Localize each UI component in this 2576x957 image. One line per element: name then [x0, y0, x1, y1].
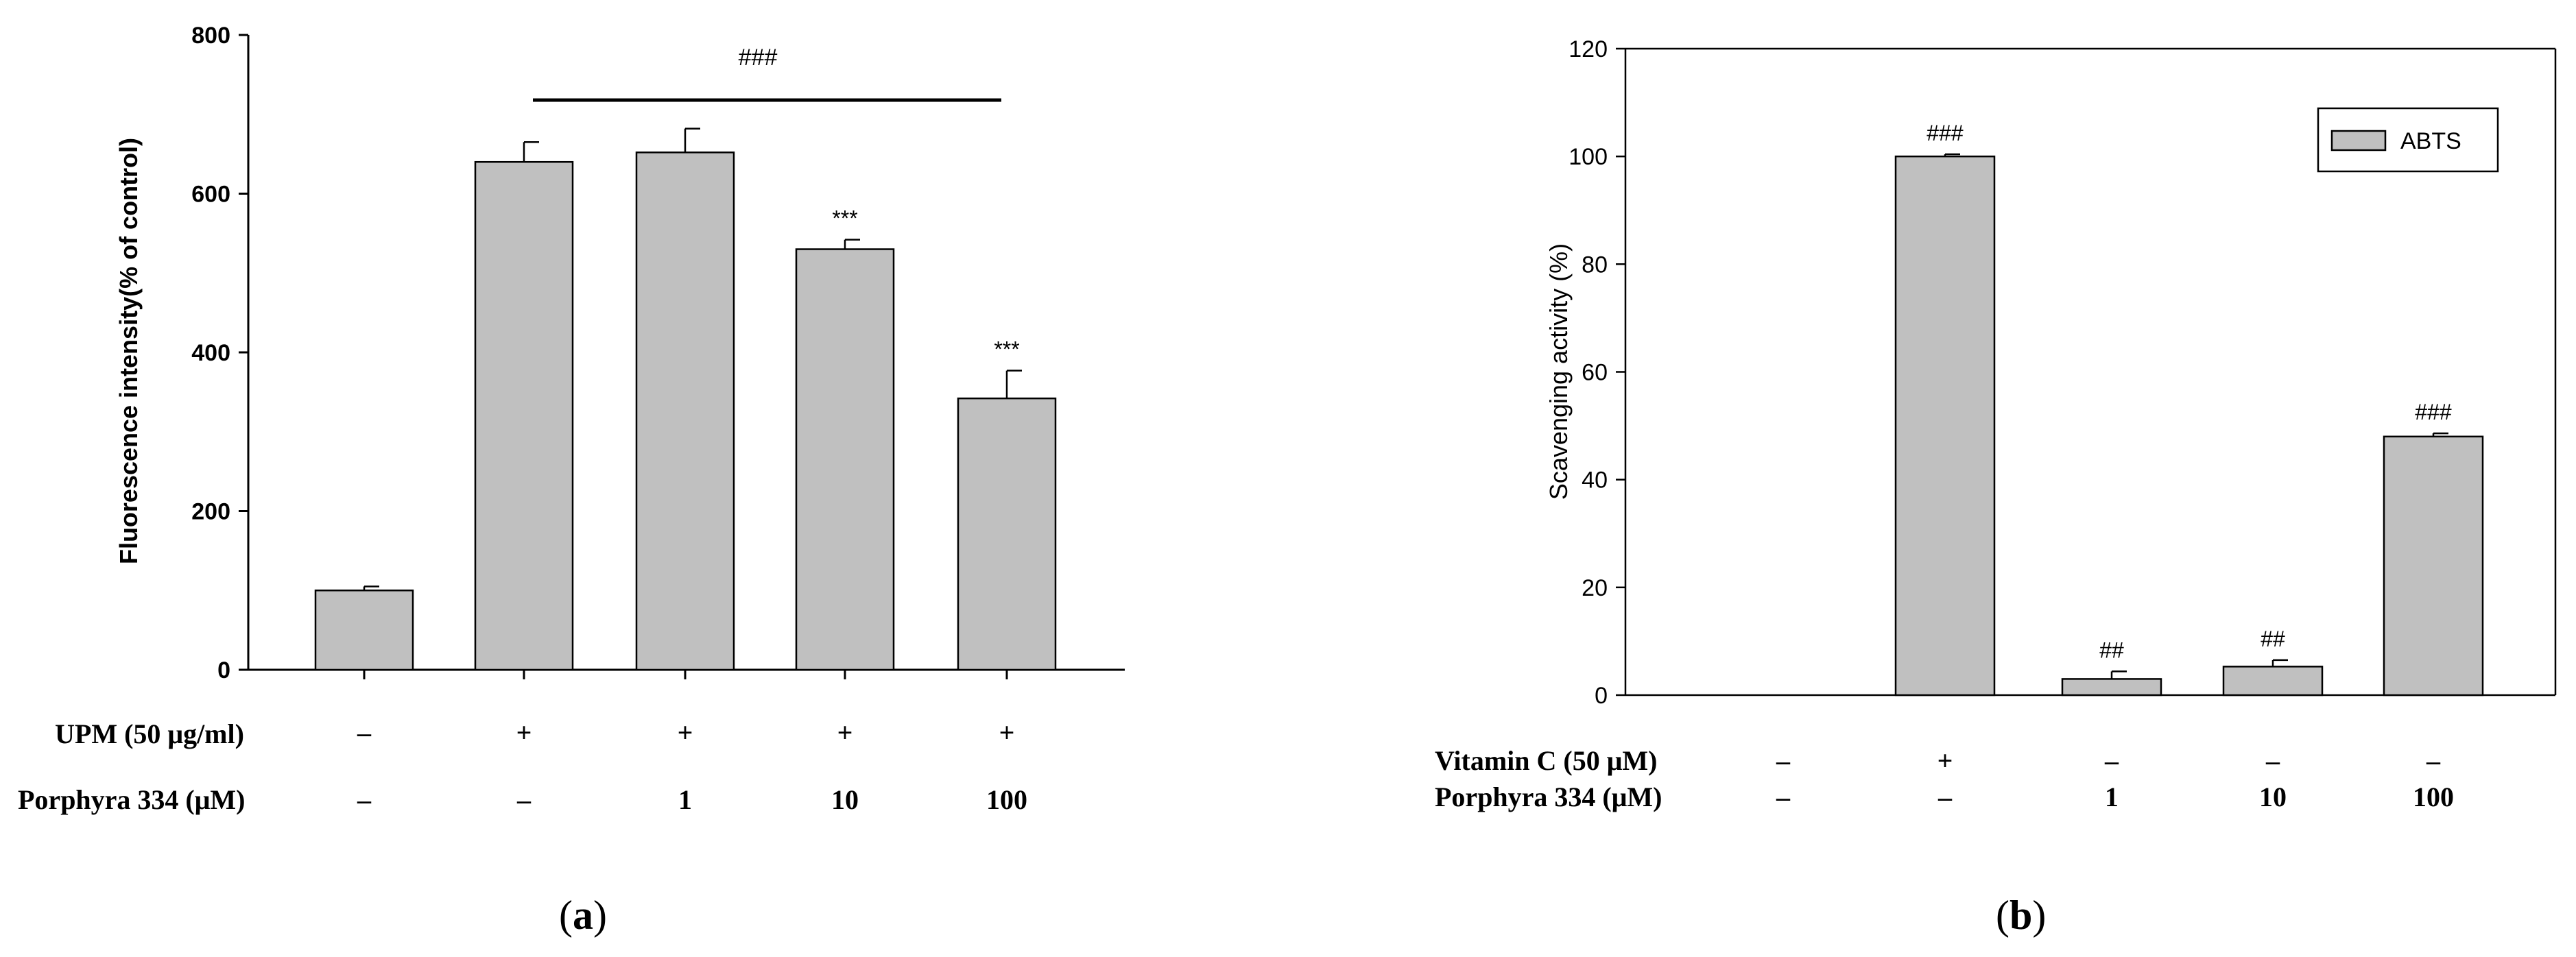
bar-annotation: ## — [2261, 627, 2285, 651]
condition-value: 100 — [986, 784, 1027, 815]
condition-value: – — [357, 784, 372, 815]
bar-annotation: *** — [832, 206, 857, 231]
condition-value: – — [1776, 745, 1791, 776]
bar-annotation: *** — [994, 337, 1019, 362]
bar-annotation: ## — [2099, 638, 2124, 662]
condition-value: – — [2104, 745, 2119, 776]
b-legend-swatch — [2330, 130, 2387, 152]
a-axes: 0 200 400 600 800 – + + + + – – 1 10 100 — [191, 23, 1125, 815]
condition-value: – — [357, 717, 372, 748]
y-tick-label: 200 — [191, 499, 230, 525]
bar — [957, 397, 1057, 671]
y-tick-label: 40 — [1582, 468, 1608, 494]
bar — [1894, 155, 1996, 696]
condition-value: – — [1937, 782, 1953, 812]
a-condition-label-2: Porphyra 334 (μM) — [18, 784, 246, 815]
b-panel-label: (b) — [1996, 893, 2046, 938]
condition-value: – — [516, 784, 532, 815]
bar — [635, 152, 735, 671]
condition-value: 1 — [678, 784, 692, 815]
y-tick-label: 120 — [1569, 36, 1608, 62]
b-condition-label-1: Vitamin C (50 μM) — [1435, 745, 1657, 776]
y-tick-label: 800 — [191, 23, 230, 49]
condition-value: + — [678, 717, 693, 748]
b-y-axis-label: Scavenging activity (%) — [1545, 243, 1573, 500]
y-tick-label: 600 — [191, 182, 230, 208]
y-tick-label: 60 — [1582, 360, 1608, 386]
y-tick-label: 400 — [191, 340, 230, 366]
condition-value: 10 — [2259, 782, 2287, 812]
b-condition-label-2: Porphyra 334 (μM) — [1435, 782, 1662, 812]
condition-value: 100 — [2413, 782, 2454, 812]
a-bracket-label: ### — [739, 45, 778, 71]
condition-value: + — [999, 717, 1015, 748]
bar — [2061, 678, 2162, 696]
chart-a: 0 200 400 600 800 – + + + + – – 1 10 100 *** *** Fluore… — [18, 23, 1125, 938]
bar — [2383, 435, 2484, 696]
condition-value: – — [1776, 782, 1791, 812]
y-tick-label: 0 — [1595, 683, 1608, 709]
a-y-axis-label: Fluorescence intensity(% of control) — [115, 138, 143, 564]
bar-annotation: ### — [1927, 121, 1964, 145]
y-tick-label: 0 — [217, 657, 230, 683]
a-panel-label: (a) — [559, 893, 607, 938]
bar — [795, 248, 895, 671]
y-tick-label: 20 — [1582, 575, 1608, 601]
a-condition-label-1: UPM (50 μg/ml) — [55, 718, 244, 749]
condition-value: – — [2265, 745, 2280, 776]
b-legend-label: ABTS — [2400, 128, 2461, 154]
bar-annotation: ### — [2415, 400, 2452, 424]
condition-value: 10 — [831, 784, 859, 815]
bar — [2222, 666, 2324, 696]
condition-value: + — [837, 717, 853, 748]
bar — [314, 590, 414, 671]
condition-value: – — [2426, 745, 2441, 776]
b-legend: ABTS — [2317, 107, 2499, 173]
b-bars: ##### ##### — [1894, 121, 2484, 696]
condition-value: + — [1937, 745, 1953, 776]
b-axes: 0 20 40 60 80 100 120 – + – – – – – 1 10 100 — [1569, 36, 2557, 812]
condition-value: + — [516, 717, 532, 748]
y-tick-label: 80 — [1582, 252, 1608, 278]
y-tick-label: 100 — [1569, 144, 1608, 170]
a-bars: *** *** — [314, 128, 1057, 671]
condition-value: 1 — [2105, 782, 2119, 812]
